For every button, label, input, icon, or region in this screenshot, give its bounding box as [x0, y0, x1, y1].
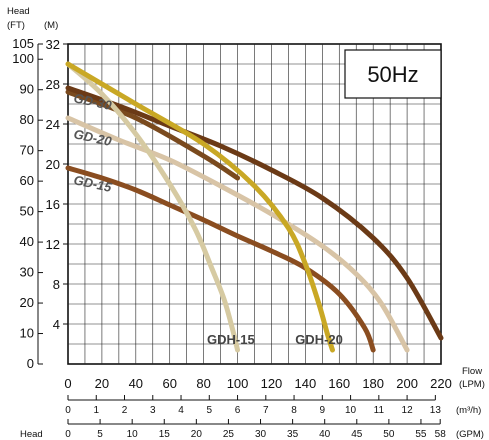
gpm-tick-label: 55: [415, 429, 427, 440]
ft-tick-label: 0: [27, 356, 34, 371]
gpm-tick-label: 58: [435, 429, 447, 440]
m-tick-label: 12: [46, 237, 60, 252]
lpm-tick-label: 60: [162, 376, 176, 391]
gpm-tick-label: 20: [191, 429, 203, 440]
m-tick-label: 28: [46, 77, 60, 92]
ft-tick-label: 90: [20, 82, 34, 97]
curve-gdh-20: [65, 61, 335, 353]
lpm-tick-label: 20: [95, 376, 109, 391]
x-axis-title: Flow: [462, 366, 482, 377]
gpm-tick-label: 25: [223, 429, 235, 440]
m3h-tick-label: 1: [93, 405, 99, 416]
ft-tick-label: 80: [20, 112, 34, 127]
m3h-tick-label: 12: [402, 405, 414, 416]
gpm-tick-label: 5: [97, 429, 103, 440]
lpm-tick-label: 160: [328, 376, 350, 391]
m3h-tick-label: 4: [178, 405, 184, 416]
ft-tick-label: 100: [12, 51, 34, 66]
curve-gdh-20b: [65, 89, 241, 181]
lpm-tick-label: 220: [430, 376, 452, 391]
gpm-tick-label: 45: [351, 429, 363, 440]
ft-tick-label: 70: [20, 143, 34, 158]
lpm-tick-label: 40: [129, 376, 143, 391]
y-unit-m: (M): [44, 20, 58, 31]
m-tick-label: 8: [53, 277, 60, 292]
m-tick-label: 16: [46, 197, 60, 212]
bottom-head-label: Head: [20, 429, 43, 440]
lpm-tick-label: 100: [227, 376, 249, 391]
m3h-tick-label: 8: [291, 405, 297, 416]
lpm-tick-label: 140: [295, 376, 317, 391]
m3h-tick-label: 5: [207, 405, 213, 416]
ft-tick-label: 60: [20, 173, 34, 188]
x-unit-gpm: (GPM): [456, 429, 484, 440]
ft-tick-label: 105: [12, 36, 34, 51]
m-tick-label: 4: [53, 317, 60, 332]
model-label-gdh-15: GDH-15: [207, 332, 255, 347]
y-axis-title: Head: [7, 6, 30, 17]
m3h-tick-label: 10: [345, 405, 357, 416]
gpm-tick-label: 15: [159, 429, 171, 440]
m3h-tick-label: 9: [320, 405, 326, 416]
m3h-tick-label: 7: [263, 405, 269, 416]
x-unit-lpm: (LPM): [459, 379, 485, 390]
curve-gd-20: [65, 115, 410, 353]
curve-gd-30: [65, 85, 444, 341]
gpm-tick-label: 30: [255, 429, 267, 440]
lpm-tick-label: 80: [196, 376, 210, 391]
ft-tick-label: 30: [20, 265, 34, 280]
m3h-tick-label: 2: [122, 405, 128, 416]
axes: 105100908070605040302010032282420161284H…: [7, 6, 485, 440]
gpm-tick-label: 10: [127, 429, 139, 440]
ft-tick-label: 20: [20, 295, 34, 310]
m3h-tick-label: 13: [430, 405, 442, 416]
lpm-tick-label: 200: [396, 376, 418, 391]
lpm-tick-label: 180: [362, 376, 384, 391]
lpm-tick-label: 0: [64, 376, 71, 391]
curve-gdh-15: [65, 61, 241, 353]
gpm-tick-label: 35: [287, 429, 299, 440]
m3h-tick-label: 11: [374, 405, 385, 416]
gpm-tick-label: 40: [319, 429, 331, 440]
m3h-tick-label: 6: [235, 405, 241, 416]
ft-tick-label: 10: [20, 326, 34, 341]
m3h-tick-label: 0: [65, 405, 71, 416]
m3h-tick-label: 3: [150, 405, 156, 416]
curve-gd-15: [65, 165, 376, 353]
x-unit-m3h: (m³/h): [456, 405, 481, 416]
gpm-tick-label: 0: [65, 429, 71, 440]
ft-tick-label: 40: [20, 234, 34, 249]
curves: [65, 61, 444, 353]
m-tick-label: 32: [46, 37, 60, 52]
frequency-label: 50Hz: [367, 62, 418, 87]
lpm-tick-label: 120: [261, 376, 283, 391]
frequency-box: [344, 49, 442, 99]
ft-tick-label: 50: [20, 204, 34, 219]
m-tick-label: 24: [46, 117, 60, 132]
gpm-tick-label: 50: [383, 429, 395, 440]
model-label-gdh-20: GDH-20: [295, 332, 343, 347]
m-tick-label: 20: [46, 157, 60, 172]
y-unit-ft: (FT): [7, 20, 25, 31]
